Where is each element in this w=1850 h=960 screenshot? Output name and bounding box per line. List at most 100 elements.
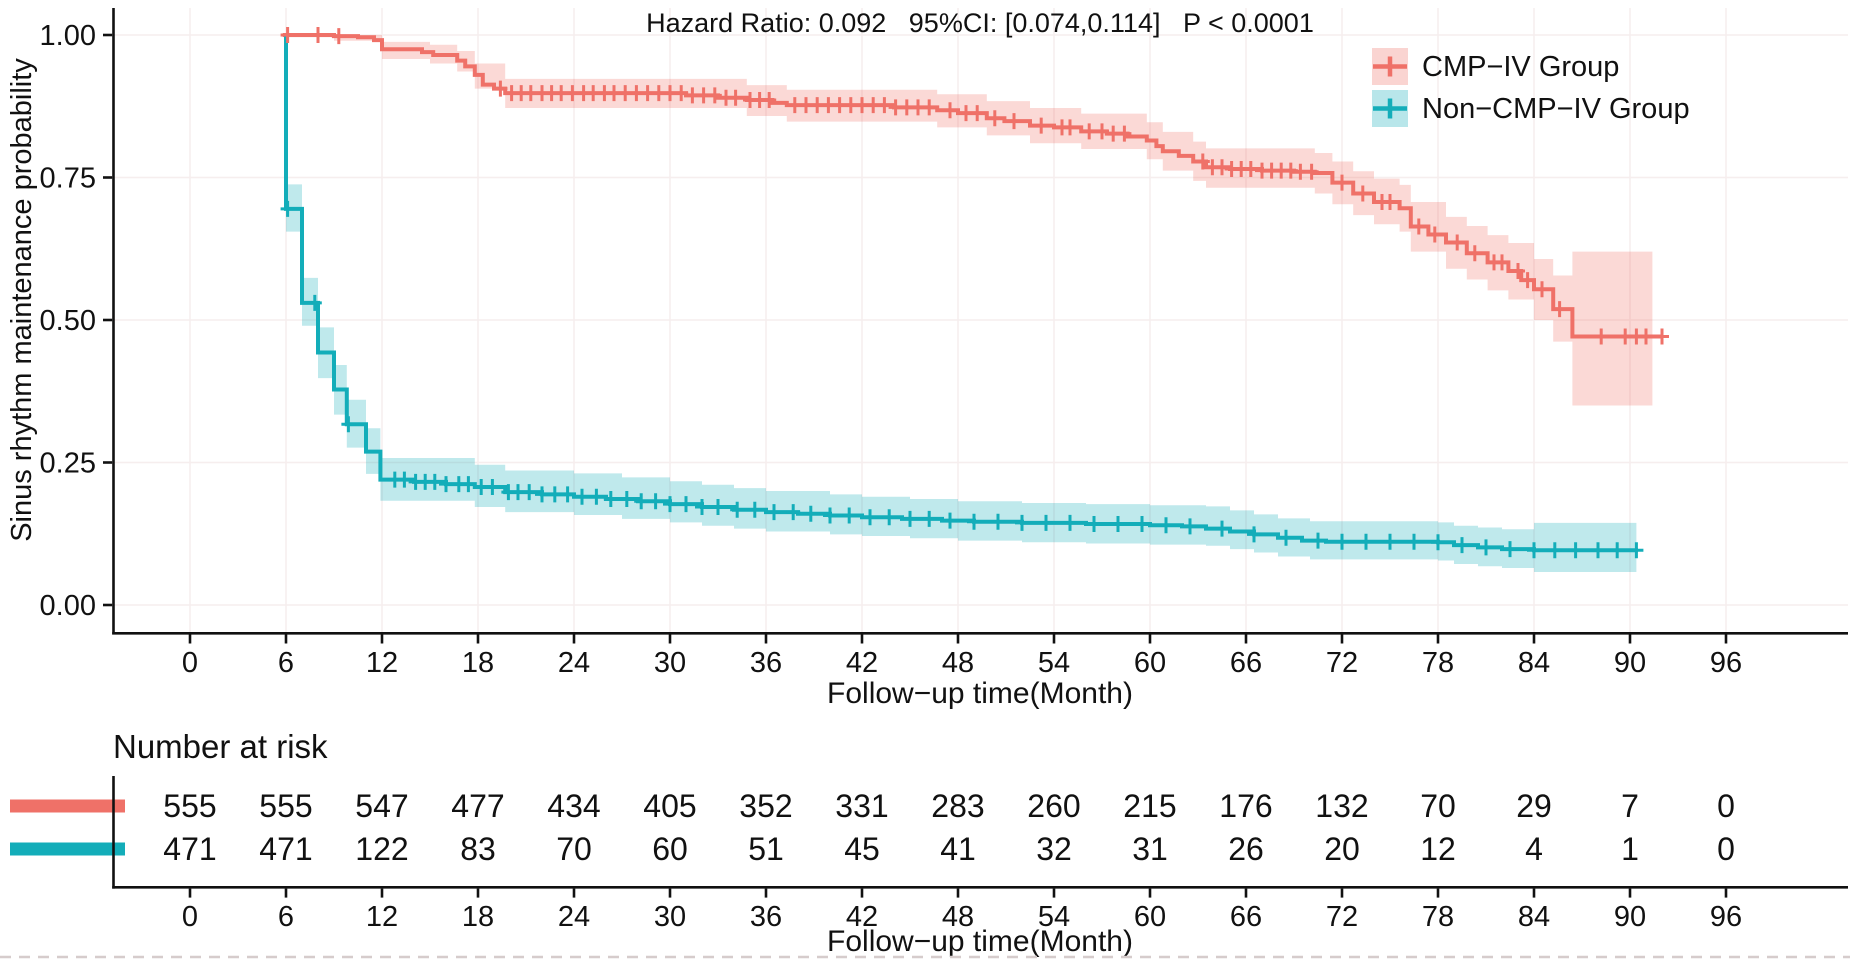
risk-tick-label: 66 — [1230, 901, 1262, 933]
x-tick-label: 72 — [1326, 647, 1358, 679]
risk-x-axis-title: Follow−up time(Month) — [827, 925, 1133, 958]
censor-mark — [863, 509, 877, 526]
risk-value: 12 — [1420, 831, 1456, 867]
censor-mark — [1547, 542, 1562, 559]
censor-mark — [1455, 537, 1469, 554]
censor-mark — [307, 294, 322, 311]
risk-value: 547 — [355, 788, 408, 824]
censor-mark — [903, 510, 917, 527]
risk-value: 0 — [1717, 788, 1735, 824]
censor-mark — [1095, 123, 1109, 140]
censor-mark — [1495, 254, 1509, 271]
risk-value: 26 — [1228, 831, 1264, 867]
risk-value: 176 — [1219, 788, 1272, 824]
tick-labels: 0.00 0.25 0.50 0.75 1.00 0 6 12 18 24 30 36 42 48 54 60… — [40, 20, 1743, 679]
censor-mark — [1552, 301, 1567, 318]
censor-mark — [493, 80, 508, 97]
risk-value: 29 — [1516, 788, 1552, 824]
censor-mark — [1335, 533, 1349, 550]
censor-mark — [1450, 234, 1465, 251]
censor-mark — [786, 504, 801, 521]
censor-mark — [695, 498, 709, 515]
censor-mark — [1082, 123, 1097, 140]
censor-mark — [967, 513, 981, 530]
censor-mark — [730, 501, 745, 518]
censor-mark — [648, 493, 663, 510]
censor-mark — [1063, 514, 1077, 531]
risk-value: 471 — [259, 831, 312, 867]
risk-value: 83 — [460, 831, 496, 867]
censor-mark — [1034, 117, 1049, 134]
confidence-band — [286, 184, 1637, 572]
legend-item-cmp-iv: CMP−IV Group — [1372, 48, 1619, 85]
censor-mark — [1311, 532, 1325, 549]
risk-value: 31 — [1132, 831, 1168, 867]
risk-tick-label: 0 — [182, 901, 198, 933]
x-tick-label: 84 — [1518, 647, 1550, 679]
censor-mark — [1117, 125, 1132, 142]
censor-mark — [331, 28, 346, 45]
censor-mark — [1431, 534, 1445, 551]
legend-item-non-cmp-iv: Non−CMP−IV Group — [1372, 90, 1690, 127]
x-tick-label: 42 — [846, 647, 878, 679]
censor-mark — [1527, 542, 1541, 559]
risk-value: 51 — [748, 831, 784, 867]
censor-mark — [1007, 113, 1021, 130]
risk-tick-label: 42 — [846, 901, 878, 933]
axes — [103, 8, 1848, 644]
censor-mark — [674, 85, 689, 102]
x-tick-label: 6 — [278, 647, 294, 679]
risk-tick-label: 60 — [1134, 901, 1166, 933]
censor-mark — [1039, 514, 1053, 531]
confidence-band — [282, 35, 1653, 406]
censor-mark — [603, 490, 618, 507]
risk-tick-label: 30 — [654, 901, 686, 933]
censor-mark — [1359, 533, 1373, 550]
censor-mark — [679, 496, 693, 513]
y-tick-label: 0.75 — [40, 163, 96, 195]
risk-value: 331 — [835, 788, 888, 824]
censor-mark — [1243, 160, 1258, 177]
x-tick-label: 78 — [1422, 647, 1454, 679]
censor-mark — [991, 513, 1005, 530]
censor-mark — [1247, 526, 1261, 543]
risk-table-heading: Number at risk — [113, 728, 328, 765]
censor-mark — [1407, 533, 1421, 550]
censor-mark — [280, 27, 295, 43]
x-tick-label: 90 — [1614, 647, 1646, 679]
legend: CMP−IV Group Non−CMP−IV Group — [1372, 48, 1690, 127]
censor-mark — [1135, 516, 1149, 533]
censor-mark — [1479, 539, 1493, 556]
censor-mark — [1655, 328, 1669, 345]
x-tick-label: 0 — [182, 647, 198, 679]
x-tick-label: 66 — [1230, 647, 1262, 679]
risk-value: 555 — [163, 788, 216, 824]
risk-value: 434 — [547, 788, 600, 824]
risk-value: 132 — [1315, 788, 1368, 824]
legend-label: Non−CMP−IV Group — [1422, 93, 1690, 125]
risk-row-marker — [10, 799, 125, 813]
risk-tick-label: 18 — [462, 901, 494, 933]
censor-mark — [485, 479, 500, 496]
x-tick-label: 18 — [462, 647, 494, 679]
censor-mark — [663, 496, 677, 513]
legend-key-curve-icon — [1373, 56, 1407, 77]
legend-key-curve-icon — [1373, 98, 1407, 119]
y-tick-label: 1.00 — [40, 20, 96, 52]
censor-mark — [1411, 218, 1426, 235]
risk-value: 20 — [1324, 831, 1360, 867]
risk-tick-label: 24 — [558, 901, 590, 933]
censor-mark — [311, 27, 325, 43]
censor-mark — [747, 501, 762, 518]
gridlines — [113, 8, 1848, 632]
censor-marks — [280, 27, 1669, 559]
censor-mark — [767, 504, 781, 521]
censor-mark — [1594, 328, 1609, 345]
censor-mark — [842, 507, 857, 524]
censor-mark — [560, 486, 575, 503]
risk-value: 471 — [163, 831, 216, 867]
y-tick-label: 0.25 — [40, 448, 96, 480]
risk-value: 477 — [451, 788, 504, 824]
censor-mark — [1335, 174, 1349, 191]
